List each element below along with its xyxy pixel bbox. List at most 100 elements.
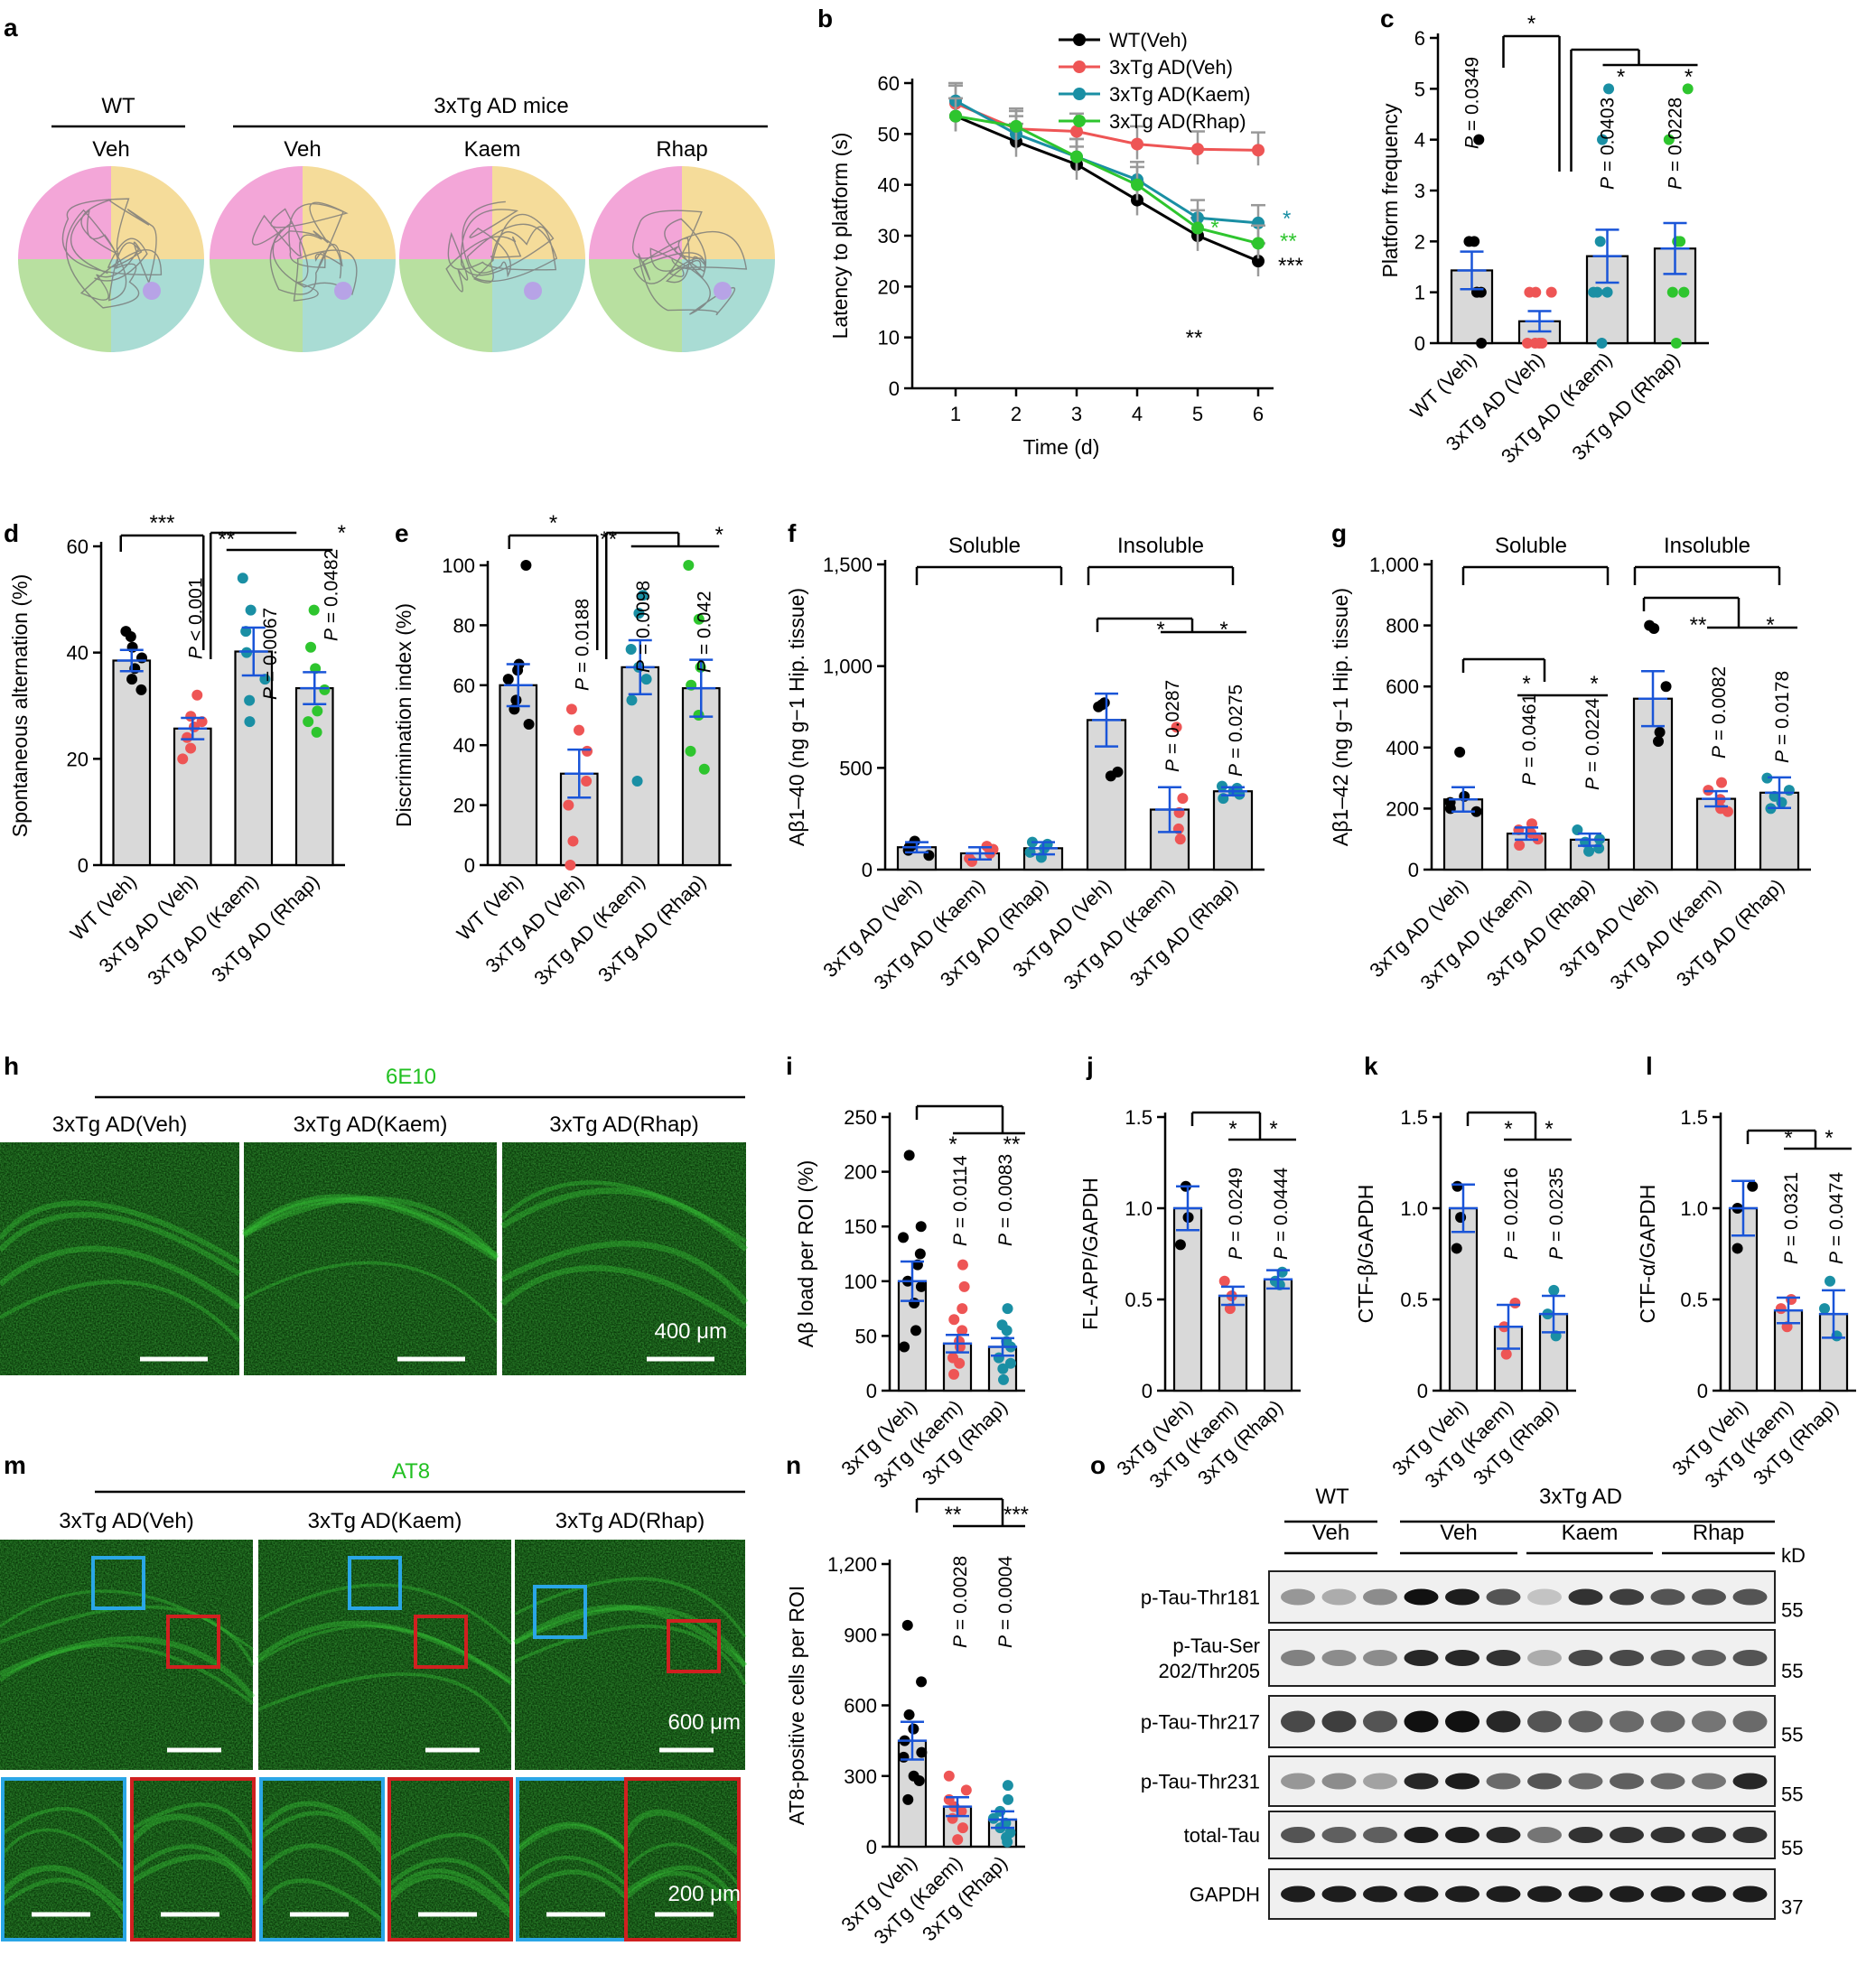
data-point	[1548, 1284, 1560, 1296]
y-tick-label: 60	[878, 72, 900, 95]
data-point	[185, 711, 197, 722]
zoom-border	[387, 1777, 513, 1941]
data-point	[901, 1619, 913, 1631]
tissue-layer	[0, 1212, 241, 1277]
pool-quadrant	[111, 259, 204, 352]
data-point	[903, 1709, 915, 1720]
blot-band	[1363, 1886, 1397, 1903]
data-point	[510, 694, 522, 706]
zoom-border	[624, 1777, 741, 1941]
p-value: P = 0.0178	[1772, 671, 1793, 763]
p-value: P = 0.0287	[1162, 680, 1183, 772]
tissue-layer	[257, 1620, 513, 1684]
wt-label: WT	[101, 94, 135, 118]
data-point	[898, 1232, 910, 1243]
data-point	[899, 1341, 910, 1353]
micrograph	[241, 1142, 499, 1375]
sig-star: *	[1825, 1126, 1833, 1150]
data-point	[1004, 1357, 1016, 1369]
data-point	[1524, 286, 1535, 298]
data-point	[908, 1770, 919, 1782]
tissue-layer	[258, 1801, 386, 1847]
blot-band	[1321, 1886, 1357, 1903]
data-point	[126, 674, 138, 685]
blot-band	[1568, 1710, 1603, 1733]
group-label: Rhap	[656, 137, 707, 162]
sig-star: *	[1269, 1117, 1277, 1141]
group-label: Veh	[92, 137, 129, 162]
panel-label: f	[788, 519, 797, 547]
data-point	[952, 1834, 964, 1846]
tissue-layer	[259, 1811, 385, 1856]
x-axis-label: Time (d)	[1023, 435, 1100, 459]
tissue-layer	[513, 1605, 748, 1667]
y-tick-label: 0	[866, 1836, 877, 1858]
data-point	[1775, 1303, 1787, 1315]
data-point	[135, 684, 147, 695]
blot-band	[1404, 1710, 1439, 1733]
y-tick-label: 0.5	[1125, 1289, 1153, 1311]
pool-quadrant	[18, 166, 111, 259]
tissue-layer	[387, 1858, 513, 1903]
group-label: Veh	[284, 137, 321, 162]
legend-label: WT(Veh)	[1109, 29, 1188, 51]
tissue-layer	[0, 1245, 241, 1310]
western-blot: WT 3xTg AD Veh Veh Kaem Rhap kD p-Tau-Thr181 55 p…	[1141, 1485, 1806, 1920]
tissue-layer	[622, 1809, 742, 1856]
y-tick-label: 3	[1414, 180, 1425, 202]
panel-h: 6E10 3xTg AD(Veh) 3xTg AD(Kaem) 3xTg AD(Rha…	[0, 1065, 749, 1375]
kd-marker: 55	[1781, 1837, 1803, 1859]
roi-box-red	[166, 1615, 220, 1669]
data-point	[245, 604, 257, 616]
sig-star: *	[1617, 65, 1625, 89]
group-label: Insoluble	[1117, 534, 1204, 558]
header-label: WT	[1315, 1485, 1349, 1509]
y-tick-label: 150	[844, 1215, 877, 1238]
blot-band	[1281, 1827, 1315, 1843]
tissue-layer	[257, 1583, 513, 1644]
blot-band	[1281, 1710, 1315, 1733]
x-tick-label: 5	[1192, 403, 1203, 425]
blot-band	[1732, 1827, 1768, 1843]
sig-star: **	[1003, 1132, 1021, 1157]
data-point	[1131, 178, 1143, 191]
panel-label: e	[395, 519, 409, 547]
y-tick-label: 1.5	[1125, 1106, 1153, 1129]
roi-box-red	[414, 1615, 468, 1669]
data-point	[626, 694, 638, 706]
y-tick-label: 4	[1414, 129, 1425, 152]
pool-quadrant	[589, 166, 682, 259]
panel-label: m	[4, 1451, 26, 1479]
data-point	[1191, 143, 1204, 156]
p-value: P = 0.0403	[1598, 98, 1619, 190]
y-tick-label: 600	[1386, 675, 1419, 698]
y-tick-label: 100	[844, 1271, 877, 1293]
data-point	[960, 1784, 972, 1796]
y-tick-label: 40	[878, 174, 900, 197]
zoom-micrograph	[129, 1779, 257, 1940]
scale-label: 400 μm	[654, 1319, 727, 1344]
group-label: Rhap	[1693, 1521, 1744, 1545]
p-value: P = 0.0461	[1519, 694, 1540, 786]
tissue-layer	[624, 1865, 742, 1910]
data-point	[1131, 137, 1143, 151]
image-label: 3xTg AD(Veh)	[59, 1509, 193, 1533]
data-point	[1004, 1827, 1016, 1839]
blot-row-label: 202/Thr205	[1158, 1660, 1260, 1682]
sig-star: *	[338, 521, 346, 545]
x-tick-label: 4	[1132, 403, 1143, 425]
tissue-layer	[499, 1265, 748, 1330]
blot-band	[1650, 1827, 1685, 1843]
data-point	[908, 1723, 919, 1735]
blot-band	[1568, 1588, 1603, 1606]
x-tick-label: 3xTg AD (Kaem)	[869, 874, 989, 994]
data-point	[1529, 338, 1541, 349]
image-texture	[258, 1540, 511, 1770]
data-point	[957, 1822, 968, 1834]
x-tick-label: 1	[950, 403, 961, 425]
p-value: P = 0.0083	[995, 1154, 1016, 1246]
data-point	[1470, 805, 1482, 817]
legend-marker	[1073, 61, 1086, 73]
data-point	[997, 1363, 1009, 1374]
